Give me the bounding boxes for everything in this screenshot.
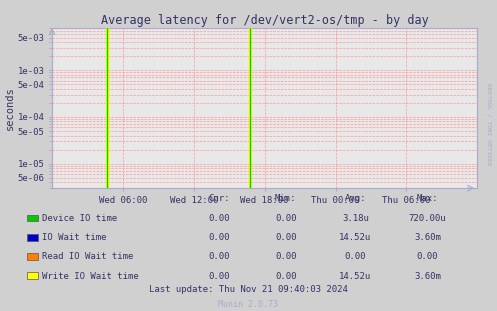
Text: 0.00: 0.00 — [275, 253, 297, 261]
Text: 0.00: 0.00 — [275, 233, 297, 242]
Text: 720.00u: 720.00u — [409, 214, 446, 223]
Text: Max:: Max: — [416, 193, 438, 202]
Text: 0.00: 0.00 — [416, 253, 438, 261]
Text: 0.00: 0.00 — [208, 253, 230, 261]
Text: Last update: Thu Nov 21 09:40:03 2024: Last update: Thu Nov 21 09:40:03 2024 — [149, 285, 348, 294]
Text: Device IO time: Device IO time — [42, 214, 117, 223]
Text: Cur:: Cur: — [208, 193, 230, 202]
Text: 0.00: 0.00 — [275, 214, 297, 223]
Text: Write IO Wait time: Write IO Wait time — [42, 272, 139, 281]
Text: 3.60m: 3.60m — [414, 233, 441, 242]
Text: 0.00: 0.00 — [208, 272, 230, 281]
Text: 0.00: 0.00 — [275, 272, 297, 281]
Y-axis label: seconds: seconds — [5, 86, 15, 130]
Text: Munin 2.0.73: Munin 2.0.73 — [219, 300, 278, 309]
Text: 0.00: 0.00 — [208, 214, 230, 223]
Text: IO Wait time: IO Wait time — [42, 233, 107, 242]
Text: 0.00: 0.00 — [344, 253, 366, 261]
Title: Average latency for /dev/vert2-os/tmp - by day: Average latency for /dev/vert2-os/tmp - … — [101, 14, 428, 27]
Text: Min:: Min: — [275, 193, 297, 202]
Text: Avg:: Avg: — [344, 193, 366, 202]
Text: 3.60m: 3.60m — [414, 272, 441, 281]
Text: 14.52u: 14.52u — [339, 272, 371, 281]
Text: RRDTOOL / TOBI OETIKER: RRDTOOL / TOBI OETIKER — [486, 83, 491, 166]
Text: Read IO Wait time: Read IO Wait time — [42, 253, 134, 261]
Text: 14.52u: 14.52u — [339, 233, 371, 242]
Text: 0.00: 0.00 — [208, 233, 230, 242]
Text: 3.18u: 3.18u — [342, 214, 369, 223]
